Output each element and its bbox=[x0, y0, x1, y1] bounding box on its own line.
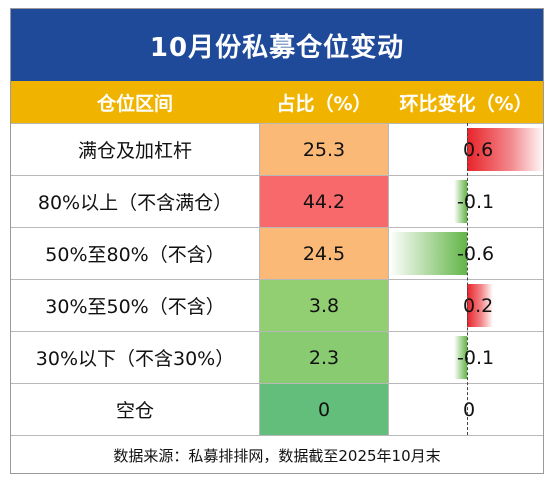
source-note: 数据来源：私募排排网，数据截至2025年10月末 bbox=[11, 435, 543, 474]
change-bar bbox=[454, 180, 467, 223]
row-change-cell: -0.1 bbox=[389, 176, 543, 227]
row-share-cell: 2.3 bbox=[259, 332, 389, 383]
table-row: 50%至80%（不含） 24.5 -0.6 bbox=[11, 227, 543, 279]
row-category: 50%至80%（不含） bbox=[45, 244, 225, 266]
table-row: 空仓 0 0 bbox=[11, 383, 543, 435]
change-zero-axis bbox=[467, 123, 468, 435]
row-category: 空仓 bbox=[115, 400, 154, 422]
row-share-cell: 3.8 bbox=[259, 280, 389, 331]
header-row: 仓位区间 占比（%） 环比变化（%） bbox=[11, 81, 543, 123]
row-category: 30%至50%（不含） bbox=[45, 296, 225, 318]
row-change-value: -0.6 bbox=[457, 242, 495, 265]
row-share-cell: 25.3 bbox=[259, 124, 389, 175]
header-category: 仓位区间 bbox=[96, 92, 173, 115]
row-category: 80%以上（不含满仓） bbox=[37, 192, 233, 214]
row-change-cell: 0.6 bbox=[389, 124, 545, 175]
change-bar bbox=[467, 284, 493, 327]
row-change-value: 0.2 bbox=[463, 294, 494, 317]
row-category: 满仓及加杠杆 bbox=[77, 140, 192, 162]
table-row: 80%以上（不含满仓） 44.2 -0.1 bbox=[11, 175, 543, 227]
change-bar bbox=[454, 336, 467, 379]
row-share-cell: 24.5 bbox=[259, 228, 389, 279]
header-change: 环比变化（%） bbox=[399, 92, 533, 115]
row-category: 30%以下（不含30%） bbox=[35, 348, 235, 370]
row-change-cell: 0 bbox=[389, 384, 543, 435]
change-bar bbox=[467, 128, 545, 171]
row-change-cell: -0.1 bbox=[389, 332, 543, 383]
row-change-value: -0.1 bbox=[457, 190, 495, 213]
row-share-cell: 44.2 bbox=[259, 176, 389, 227]
table-row: 满仓及加杠杆 25.3 0.6 bbox=[11, 123, 545, 175]
row-change-value: 0 bbox=[463, 398, 476, 421]
table-title: 10月份私募仓位变动 bbox=[11, 9, 543, 81]
row-change-value: -0.1 bbox=[457, 346, 495, 369]
table-row: 30%至50%（不含） 3.8 0.2 bbox=[11, 279, 543, 331]
change-bar bbox=[389, 232, 467, 275]
table-frame: 10月份私募仓位变动 仓位区间 占比（%） 环比变化（%） 满仓及加杠杆 25.3… bbox=[10, 8, 545, 474]
row-change-cell: 0.2 bbox=[389, 280, 543, 331]
header-share: 占比（%） bbox=[276, 92, 372, 115]
row-change-value: 0.6 bbox=[463, 138, 494, 161]
row-share-cell: 0 bbox=[259, 384, 389, 435]
row-change-cell: -0.6 bbox=[389, 228, 543, 279]
table-row: 30%以下（不含30%） 2.3 -0.1 bbox=[11, 331, 543, 383]
